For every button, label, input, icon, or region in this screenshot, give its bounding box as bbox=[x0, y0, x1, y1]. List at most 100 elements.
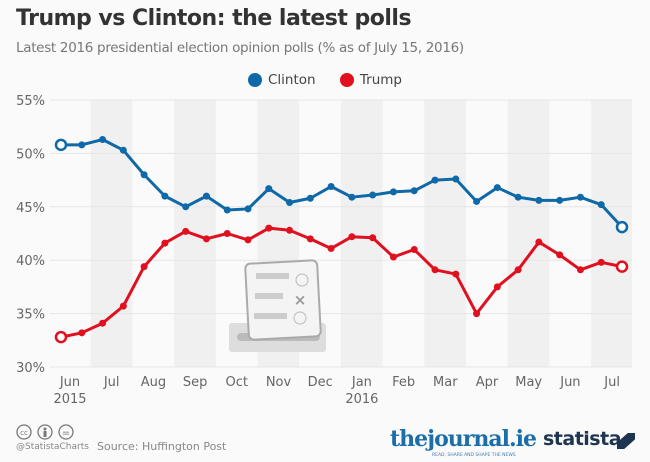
x-tick-label: Nov bbox=[266, 375, 292, 390]
data-point-clinton bbox=[140, 171, 148, 179]
chart-title: Trump vs Clinton: the latest polls bbox=[16, 6, 412, 31]
legend-item-clinton: Clinton bbox=[248, 72, 316, 88]
data-point-trump bbox=[119, 302, 127, 310]
x-tick-label: Oct bbox=[226, 375, 248, 390]
y-tick-label: 50% bbox=[16, 147, 45, 162]
data-point-clinton bbox=[99, 136, 107, 144]
data-point-clinton bbox=[78, 141, 86, 149]
data-point-clinton bbox=[410, 187, 418, 195]
cc-license-icons: cc = bbox=[16, 424, 86, 443]
y-tick-label: 55% bbox=[16, 94, 45, 109]
data-point-clinton bbox=[306, 194, 314, 202]
chart-subtitle: Latest 2016 presidential election opinio… bbox=[16, 40, 464, 56]
thejournal-tagline: READ, SHARE AND SHAPE THE NEWS bbox=[432, 453, 516, 458]
x-tick-label: Aug bbox=[141, 375, 166, 390]
statista-logo: statista bbox=[543, 428, 622, 450]
data-point-clinton bbox=[161, 192, 169, 200]
x-tick-year: 2016 bbox=[345, 392, 378, 407]
x-tick-label: Jul bbox=[603, 375, 620, 390]
data-point-clinton bbox=[615, 220, 629, 234]
data-point-trump bbox=[140, 263, 148, 271]
statista-handle: @StatistaCharts bbox=[16, 442, 89, 452]
x-tick-label: Feb bbox=[392, 375, 415, 390]
month-band bbox=[340, 100, 383, 367]
data-point-trump bbox=[99, 319, 107, 327]
data-point-clinton bbox=[597, 201, 605, 209]
data-point-trump bbox=[452, 270, 460, 278]
x-tick-label: Jan bbox=[351, 375, 372, 390]
data-point-trump bbox=[389, 253, 397, 261]
svg-text:×: × bbox=[294, 291, 307, 309]
legend: Clinton Trump bbox=[0, 72, 650, 91]
data-point-trump bbox=[493, 283, 501, 291]
data-point-clinton bbox=[576, 193, 584, 201]
svg-text:=: = bbox=[62, 428, 70, 439]
data-point-trump bbox=[265, 224, 273, 232]
legend-swatch bbox=[248, 73, 262, 87]
data-point-trump bbox=[182, 227, 190, 235]
data-point-trump bbox=[556, 251, 564, 259]
data-point-clinton bbox=[556, 196, 564, 204]
data-point-trump bbox=[244, 236, 252, 244]
series-line-clinton bbox=[61, 138, 624, 229]
month-band bbox=[507, 100, 550, 367]
month-band bbox=[424, 100, 466, 367]
y-tick-label: 45% bbox=[16, 201, 45, 216]
data-point-trump bbox=[514, 266, 522, 274]
data-point-clinton bbox=[286, 199, 294, 207]
y-tick-label: 30% bbox=[16, 361, 45, 376]
month-band bbox=[591, 100, 632, 367]
data-point-trump bbox=[473, 310, 481, 318]
source-text: Source: Huffington Post bbox=[97, 440, 227, 453]
x-tick-label: Jun bbox=[559, 375, 580, 390]
data-point-clinton bbox=[54, 138, 68, 152]
data-point-trump bbox=[615, 260, 629, 273]
data-point-trump bbox=[431, 266, 439, 274]
data-point-clinton bbox=[452, 175, 460, 183]
ballot-box-illustration: × bbox=[229, 259, 326, 352]
data-point-clinton bbox=[327, 183, 335, 191]
data-point-clinton bbox=[473, 197, 481, 205]
legend-item-trump: Trump bbox=[339, 72, 402, 88]
data-point-clinton bbox=[223, 206, 231, 214]
x-tick-label: Mar bbox=[433, 375, 458, 390]
data-point-trump bbox=[410, 246, 418, 254]
data-point-clinton bbox=[431, 176, 439, 184]
data-point-clinton bbox=[244, 205, 252, 213]
data-point-clinton bbox=[348, 193, 356, 201]
data-point-trump bbox=[161, 239, 169, 247]
x-tick-label: Jul bbox=[103, 375, 120, 390]
x-tick-year: 2015 bbox=[53, 392, 86, 407]
data-point-clinton bbox=[202, 192, 210, 200]
svg-text:cc: cc bbox=[20, 429, 28, 437]
y-tick-label: 35% bbox=[16, 308, 45, 323]
data-point-trump bbox=[54, 330, 68, 344]
legend-swatch bbox=[339, 73, 354, 87]
data-point-trump bbox=[369, 234, 377, 242]
data-point-clinton bbox=[514, 193, 522, 201]
x-tick-label: Sep bbox=[183, 375, 208, 390]
x-tick-label: May bbox=[515, 375, 542, 390]
data-point-trump bbox=[223, 230, 231, 237]
data-point-clinton bbox=[119, 146, 127, 154]
data-point-clinton bbox=[493, 184, 501, 192]
data-point-trump bbox=[597, 258, 605, 266]
data-point-clinton bbox=[265, 185, 273, 193]
data-point-trump bbox=[306, 235, 314, 243]
data-point-trump bbox=[286, 226, 294, 234]
series-line-trump bbox=[60, 226, 623, 339]
data-point-trump bbox=[202, 235, 210, 243]
data-point-trump bbox=[348, 233, 356, 241]
x-tick-label: Dec bbox=[308, 375, 333, 390]
data-point-clinton bbox=[389, 188, 397, 196]
data-point-trump bbox=[78, 329, 86, 337]
thejournal-logo: thejournal.ie bbox=[390, 426, 537, 452]
x-tick-label: Apr bbox=[476, 375, 499, 390]
data-point-clinton bbox=[535, 196, 543, 204]
data-point-trump bbox=[576, 266, 584, 274]
data-point-clinton bbox=[369, 191, 377, 199]
data-point-trump bbox=[327, 244, 335, 252]
y-tick-label: 40% bbox=[16, 254, 45, 269]
